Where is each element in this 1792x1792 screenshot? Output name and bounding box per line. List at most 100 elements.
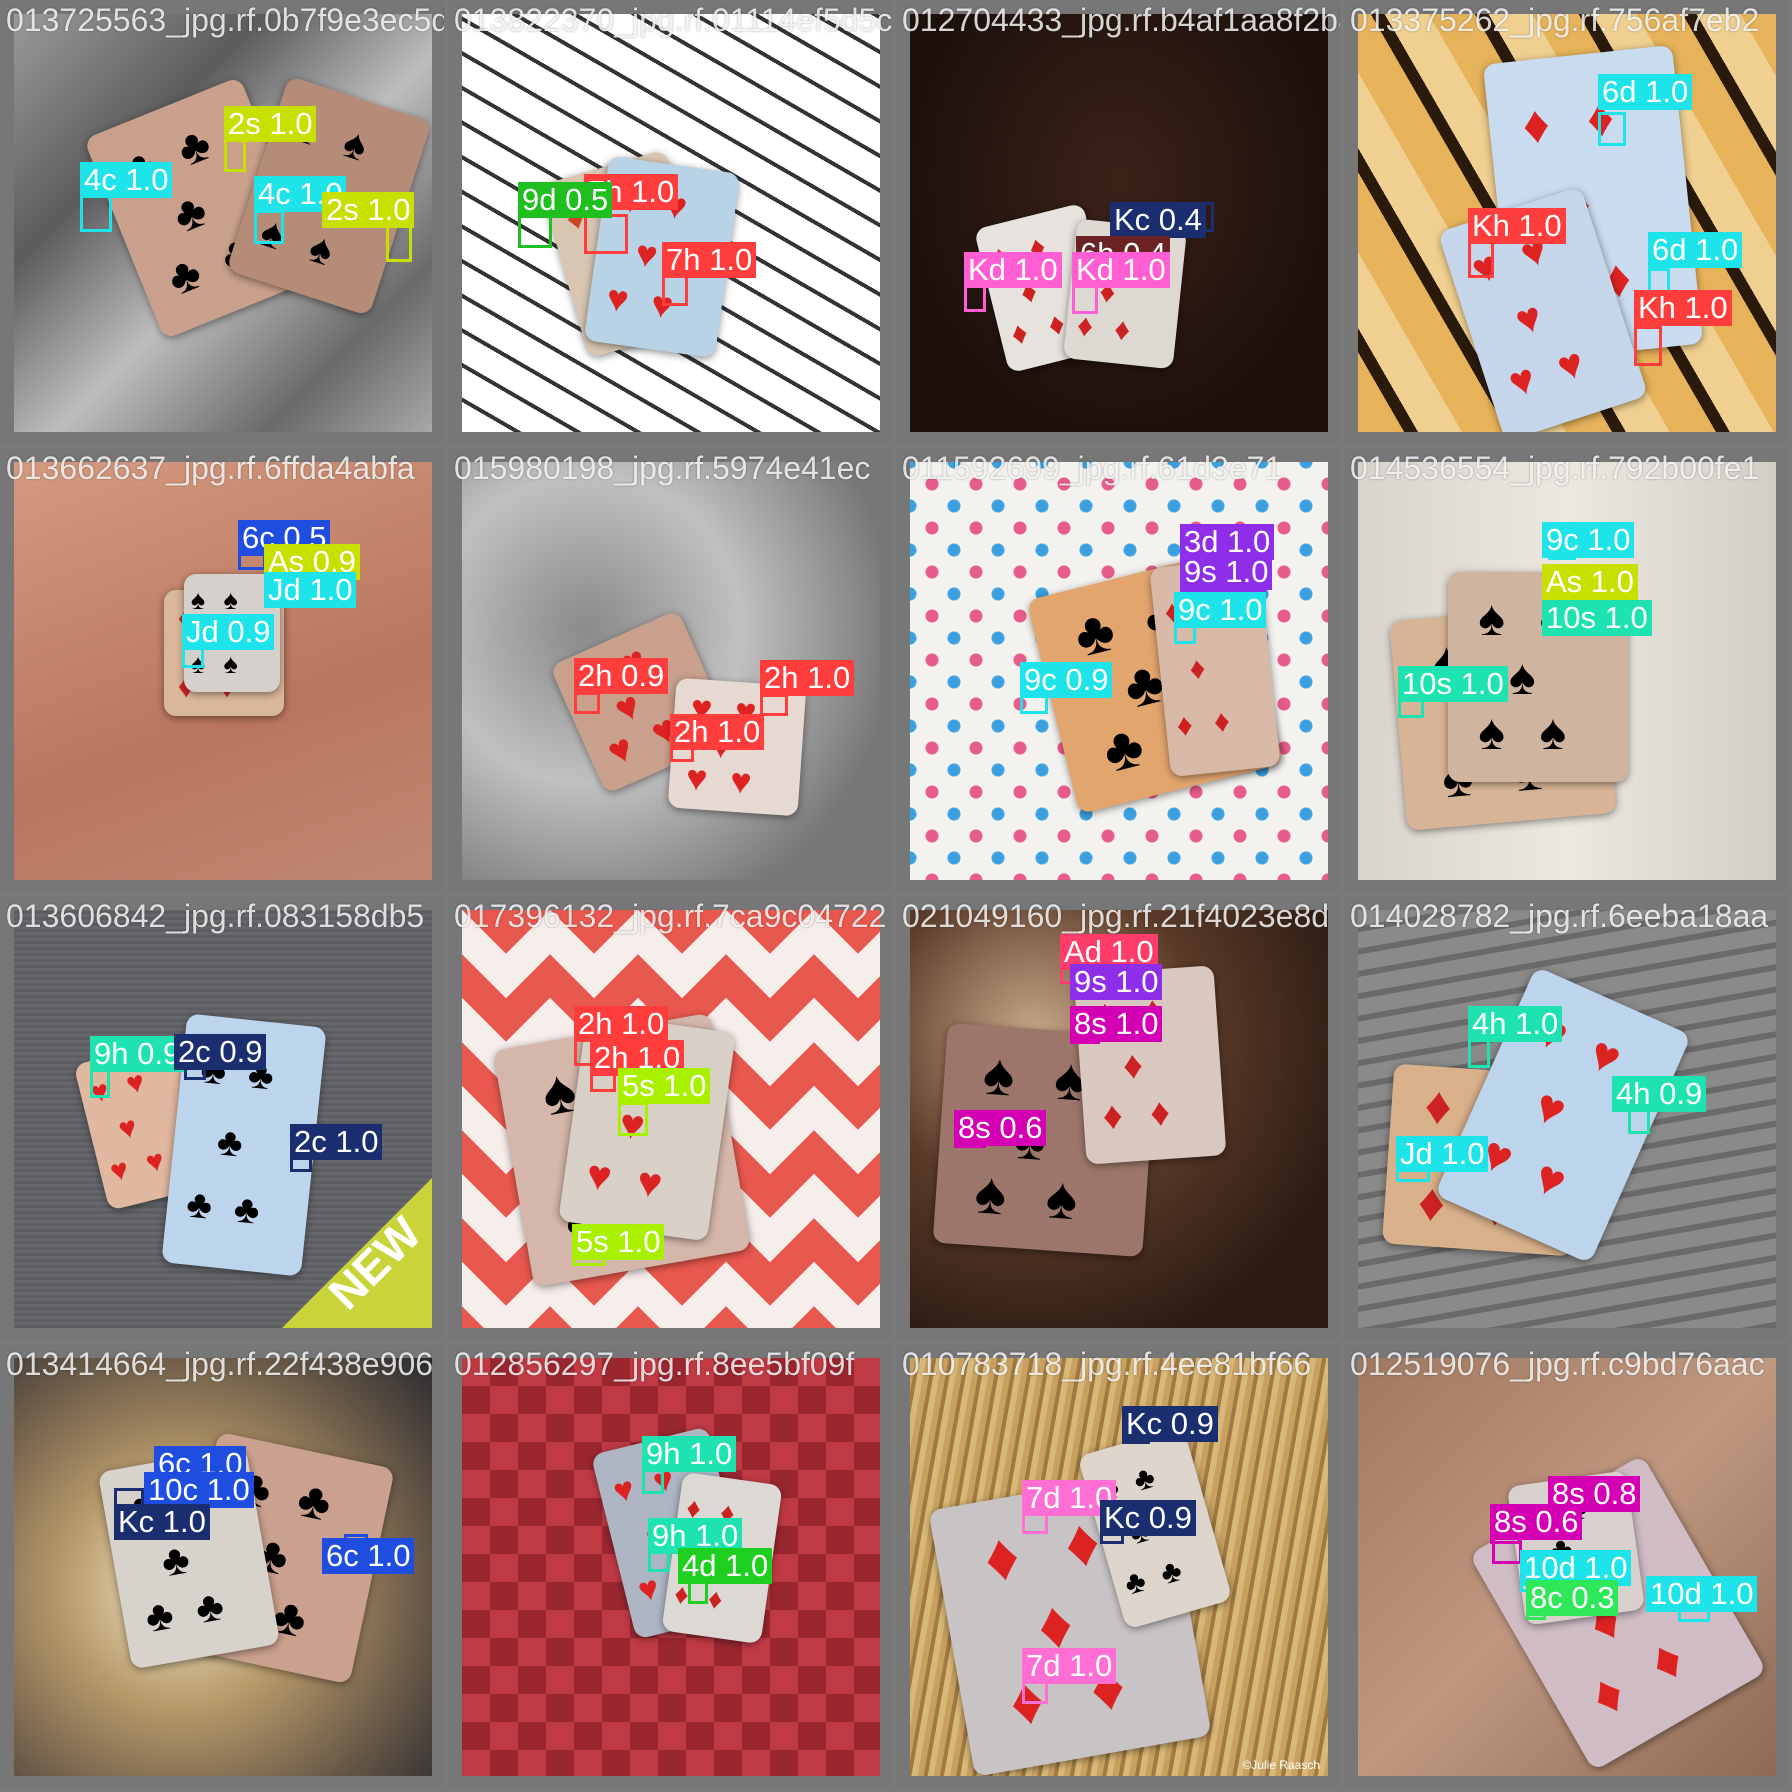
tile-photo: ♥♥♥♥♥♥♥♥♥♥2h 0.92h 1.02h 1.0 [462,462,880,880]
detection-label: 8c 0.3 [1526,1580,1619,1616]
card-pip-icon: ♣ [1067,596,1122,671]
card-pip-icon: ♠ [1509,649,1536,705]
tile-filename: 010783718_jpg.rf.4ee81bf66 [902,1346,1312,1382]
detection-label: 8s 0.6 [954,1110,1047,1146]
card-pip-icon: ♥ [142,1143,168,1181]
tile-filename: 021049160_jpg.rf.21f4023e8d [902,898,1330,934]
detection-label: 9s 1.0 [1070,964,1163,1000]
detection-label: 9c 0.9 [1020,662,1113,698]
detection-label: 4h 0.9 [1612,1076,1707,1112]
tile-photo: ♠♠♠♠♠♥♥♥♥♥2h 1.02h 1.05s 1.05s 1.0 [462,910,880,1328]
card-pip-icon: ♣ [160,244,209,306]
detection-box [518,214,552,248]
card-pip-icon: ♥ [1526,1149,1574,1210]
detection-label: 2h 1.0 [574,1006,669,1042]
card-pip-icon: ♠ [972,1159,1009,1228]
card-pip-icon: ♣ [191,1581,228,1633]
detection-box [1468,238,1494,278]
detection-label: Kc 0.9 [1100,1500,1196,1536]
tile-photo: ♥♥♥♥♥♦♦♦♦♦9h 1.09h 1.04d 1.0 [462,1358,880,1776]
card-pip-icon: ♣ [292,1470,337,1533]
card-pip-icon: ♦ [1579,1659,1636,1729]
detection-box [662,274,688,306]
card-pip-icon: ♥ [1551,338,1590,391]
tile-filename: 013662637_jpg.rf.6ffda4abfa [6,450,415,486]
card-pip-icon: ♥ [603,277,632,321]
detection-label: 2c 1.0 [290,1124,383,1160]
detection-box [1634,326,1662,366]
detection-label: 10s 1.0 [1398,666,1508,702]
mosaic-tile: ♥♥♥♥♥♦♦♦♦♦9h 1.09h 1.04d 1.0012856297_jp… [448,1344,892,1788]
detection-label: 8s 0.6 [1490,1504,1583,1540]
card-pip-icon: ♠ [190,584,206,615]
tile-photo: ♣♣♣♣♣♠♠♠♠♠2s 1.04c 1.04c 1.02s 1.0 [14,14,432,432]
mosaic-tile: ♦♦♦♦♦♥♥♥♥♥6d 1.0Kh 1.06d 1.0Kh 1.0013375… [1344,0,1788,444]
card-pip-icon: ♦ [1422,1075,1454,1137]
detection-label: 4h 1.0 [1468,1006,1563,1042]
card-pip-icon: ♦ [1519,94,1553,156]
detection-label: Kc 0.9 [1122,1406,1218,1442]
card-pip-icon: ♦ [978,1517,1026,1598]
card-pip-icon: ♦ [1637,1625,1695,1695]
tile-filename: 012856297_jpg.rf.8ee5bf09f [454,1346,855,1382]
detection-label: 10d 1.0 [1646,1576,1758,1612]
tile-photo: ♥ ♥ ♥ ♥ ♥ ♣ ♣ ♣ ♣ ♣ 9h 0.9 2c 0.9 2c 1.0 NEW [14,910,432,1328]
card-pip-icon: ♥ [634,1157,666,1208]
card-pip-icon: ♦ [1101,1094,1125,1139]
card-pip-icon: ♥ [1509,291,1548,345]
card-pip-icon: ♠ [1478,590,1505,647]
card-pip-icon: ♥ [1526,1078,1574,1139]
detection-label: As 1.0 [1542,564,1638,600]
detection-label: 2s 1.0 [224,106,317,142]
detection-label: 2c 0.9 [174,1034,267,1070]
detection-box [618,1102,648,1136]
tile-filename: 017396132_jpg.rf.7ca9c04722 [454,898,887,934]
tile-photo: ♦♦♦♦♦♥♥♥♥♥6d 1.0Kh 1.06d 1.0Kh 1.0 [1358,14,1776,432]
detection-box [584,214,628,254]
card-pip-icon: ♠ [1539,703,1567,760]
detection-box [80,194,112,232]
detection-label: 2h 0.9 [574,658,669,694]
detection-box [254,210,284,244]
detection-label: 7d 1.0 [1022,1648,1117,1684]
card-pip-icon: ♠ [1478,703,1505,760]
detection-box [574,692,600,714]
detection-label: Kd 1.0 [1072,252,1170,288]
detection-label: 9s 1.0 [1180,554,1273,590]
mosaic-tile: ♥♥♥♥♥♥♥♥♥♥2h 0.92h 1.02h 1.0015980198_jp… [448,448,892,892]
detection-label: Kh 1.0 [1634,290,1732,326]
card-pip-icon: ♦ [1112,311,1133,349]
detection-label: 9c 1.0 [1174,592,1267,628]
card-pip-icon: ♦ [1212,702,1232,739]
card-pip-icon: ♣ [169,115,218,176]
tile-filename: 012704433_jpg.rf.b4af1aa8f2b8237b52d23 [902,2,1340,38]
card-pip-icon: ♦ [1174,706,1195,743]
detection-label: Kd 1.0 [964,252,1062,288]
detection-label: Jd 0.9 [182,614,275,650]
card-pip-icon: ♠ [1043,1164,1080,1233]
mosaic-tile: ♠♠♠♠♠♥♥♥♥♥2h 1.02h 1.05s 1.05s 1.0017396… [448,896,892,1340]
detection-label: 4d 1.0 [678,1548,773,1584]
card-pip-icon: ♦ [1187,650,1208,687]
detection-label: 5s 1.0 [618,1068,711,1104]
card-pip-icon: ♥ [1502,354,1542,407]
detection-label: 9c 1.0 [1542,522,1635,558]
card-pip-icon: ♥ [583,1149,615,1200]
mosaic-tile: ♦♦♦♦♦♣♣♣♣♣Kc 0.97d 1.0Kc 0.97d 1.0©Julie… [896,1344,1340,1788]
tile-filename: 014536554_jpg.rf.792b00fe1 [1350,450,1760,486]
detection-box [224,138,246,172]
card-pip-icon: ♠ [223,648,238,679]
tile-photo: ♦♦♦♦♦♥♥♥♥♥4h 1.04h 0.9Jd 1.0 [1358,910,1776,1328]
detection-label: 9d 0.5 [518,182,613,218]
detection-box [1598,112,1626,146]
detection-label: 10s 1.0 [1542,600,1652,636]
card-pip-icon: ♣ [231,1187,262,1233]
detection-label: Kc 0.4 [1110,202,1206,238]
tile-filename: 013414664_jpg.rf.22f438e906 [6,1346,434,1382]
mosaic-tile: ♥ ♥ ♥ ♥ ♥ ♣ ♣ ♣ ♣ ♣ 9h 0.9 2c 0.9 2c 1.0 NEW 013606842… [0,896,444,1340]
detection-box [760,694,788,716]
